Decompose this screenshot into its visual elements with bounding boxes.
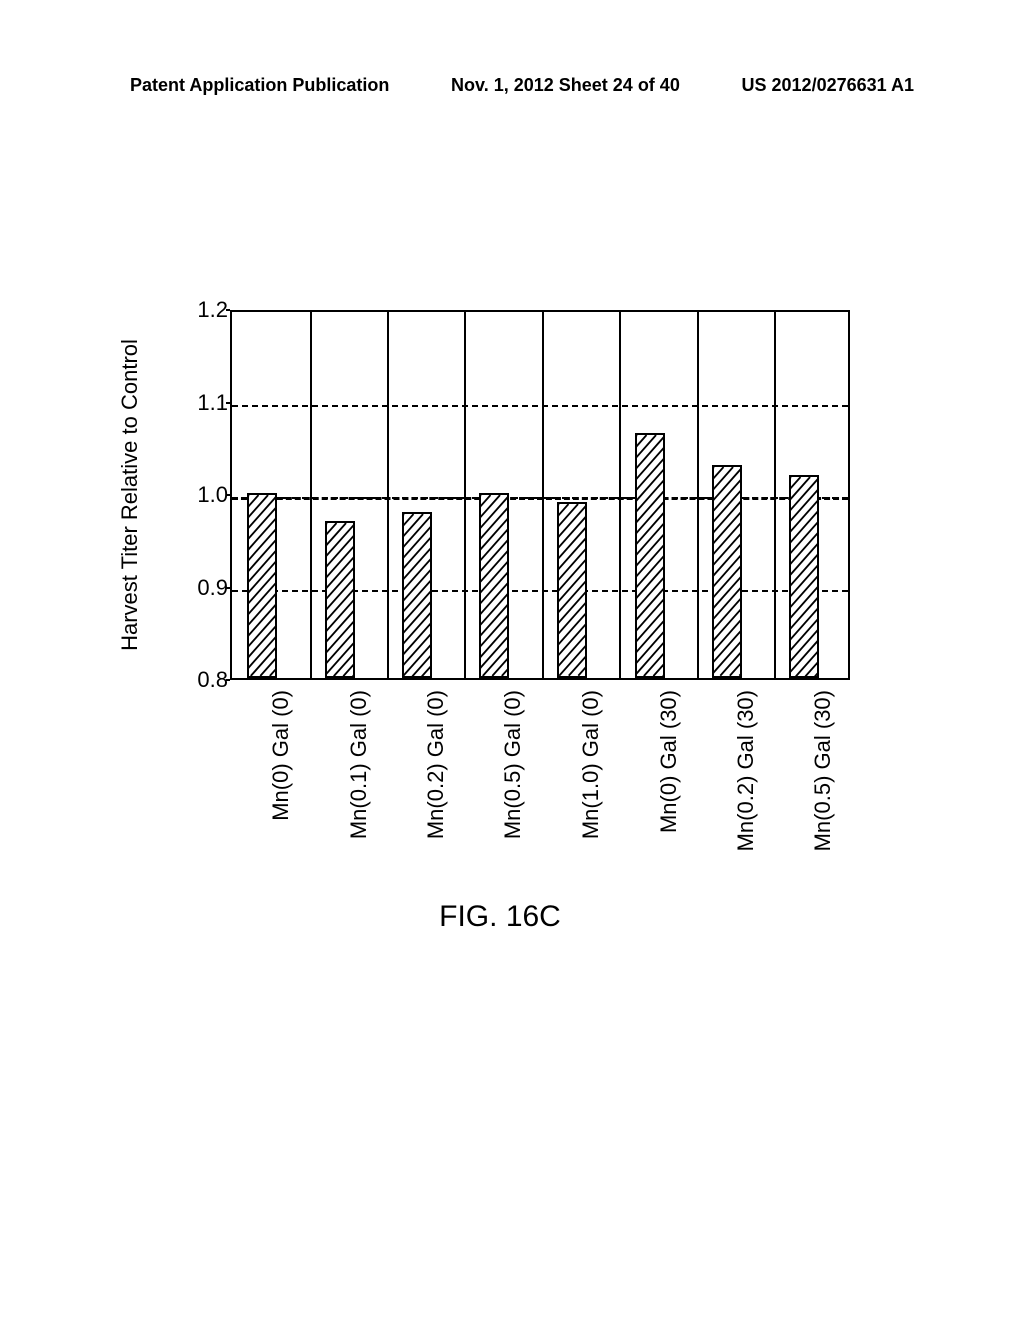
grid-line	[232, 405, 848, 407]
bar	[402, 512, 432, 679]
control-reference-line	[232, 497, 848, 500]
grid-line-vertical	[697, 312, 699, 678]
x-tick-label: Mn(1.0) Gal (0)	[578, 690, 604, 839]
header-date-sheet: Nov. 1, 2012 Sheet 24 of 40	[451, 75, 680, 96]
grid-line-vertical	[464, 312, 466, 678]
plot-area	[230, 310, 850, 680]
bar	[789, 475, 819, 679]
y-tick-label: 1.0	[190, 482, 228, 508]
header-publication-type: Patent Application Publication	[130, 75, 389, 96]
bar	[479, 493, 509, 678]
grid-line-vertical	[387, 312, 389, 678]
grid-line-vertical	[310, 312, 312, 678]
x-tick-label: Mn(0.1) Gal (0)	[346, 690, 372, 839]
header-pub-number: US 2012/0276631 A1	[742, 75, 914, 96]
y-axis-label: Harvest Titer Relative to Control	[117, 339, 143, 651]
x-tick-label: Mn(0) Gal (0)	[268, 690, 294, 821]
y-tick-label: 0.8	[190, 667, 228, 693]
bar	[635, 433, 665, 678]
bar	[557, 502, 587, 678]
figure-caption: FIG. 16C	[439, 900, 561, 934]
grid-line-vertical	[774, 312, 776, 678]
page-header: Patent Application Publication Nov. 1, 2…	[0, 75, 1024, 96]
y-tick-label: 0.9	[190, 575, 228, 601]
bar	[712, 465, 742, 678]
x-tick-label: Mn(0.2) Gal (30)	[733, 690, 759, 851]
y-tick-label: 1.1	[190, 390, 228, 416]
bar	[247, 493, 277, 678]
x-tick-label: Mn(0) Gal (30)	[656, 690, 682, 833]
grid-line-vertical	[542, 312, 544, 678]
bar-chart: Harvest Titer Relative to Control 0.80.9…	[140, 310, 860, 860]
bar	[325, 521, 355, 678]
x-tick-label: Mn(0.5) Gal (30)	[810, 690, 836, 851]
y-tick-label: 1.2	[190, 297, 228, 323]
grid-line-vertical	[619, 312, 621, 678]
x-tick-label: Mn(0.5) Gal (0)	[500, 690, 526, 839]
x-tick-label: Mn(0.2) Gal (0)	[423, 690, 449, 839]
